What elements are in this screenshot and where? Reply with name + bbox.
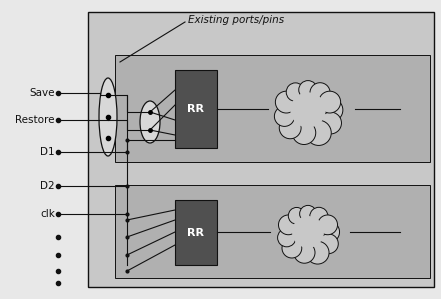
- Circle shape: [306, 120, 331, 145]
- Circle shape: [290, 92, 325, 128]
- Text: D2: D2: [41, 181, 55, 191]
- Bar: [115, 55, 430, 162]
- Circle shape: [319, 91, 340, 113]
- Circle shape: [278, 215, 298, 235]
- Circle shape: [320, 112, 341, 134]
- Circle shape: [306, 241, 329, 264]
- Bar: [175, 70, 217, 148]
- Circle shape: [277, 228, 296, 247]
- Circle shape: [288, 208, 305, 224]
- Text: Save: Save: [30, 88, 55, 98]
- Circle shape: [319, 98, 343, 122]
- Circle shape: [310, 207, 328, 225]
- Circle shape: [275, 91, 297, 113]
- Circle shape: [291, 215, 325, 249]
- Circle shape: [310, 83, 330, 103]
- Circle shape: [282, 238, 302, 258]
- Circle shape: [292, 121, 316, 144]
- Circle shape: [294, 242, 315, 263]
- Text: RR: RR: [187, 104, 205, 114]
- Text: Existing ports/pins: Existing ports/pins: [188, 15, 284, 25]
- Bar: [88, 12, 434, 287]
- Circle shape: [318, 221, 340, 243]
- Bar: [175, 200, 217, 265]
- Ellipse shape: [99, 78, 117, 156]
- Text: Restore: Restore: [15, 115, 55, 125]
- Circle shape: [299, 81, 317, 99]
- Circle shape: [286, 83, 305, 101]
- Text: RR: RR: [187, 228, 205, 238]
- Text: D1: D1: [41, 147, 55, 157]
- Bar: [115, 185, 430, 278]
- Ellipse shape: [140, 101, 160, 143]
- Circle shape: [289, 91, 327, 129]
- Circle shape: [318, 234, 338, 254]
- Text: clk: clk: [40, 209, 55, 219]
- Circle shape: [318, 215, 337, 235]
- Circle shape: [299, 205, 316, 222]
- Circle shape: [274, 106, 295, 126]
- Circle shape: [279, 117, 301, 139]
- Circle shape: [292, 216, 324, 248]
